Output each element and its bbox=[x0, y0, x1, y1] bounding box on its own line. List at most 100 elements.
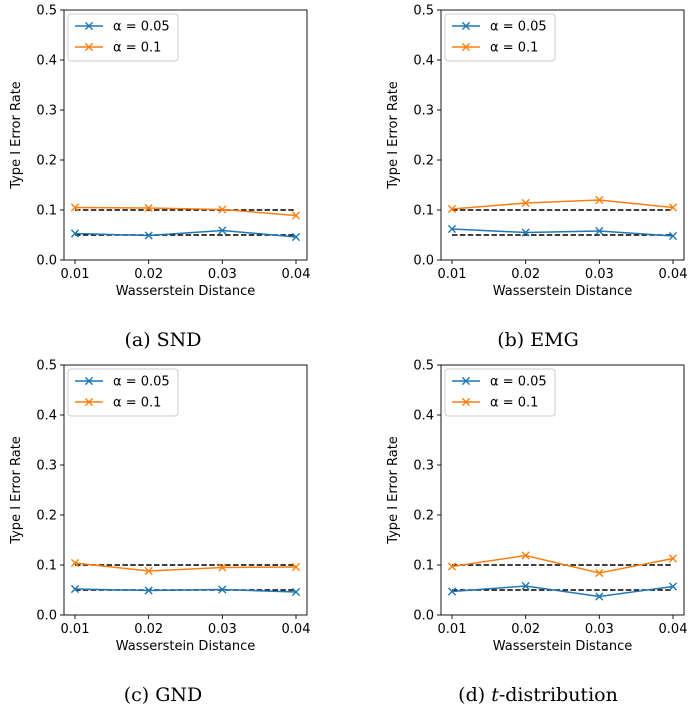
data-point bbox=[447, 562, 457, 571]
y-tick-label: 0.0 bbox=[36, 254, 57, 269]
data-point bbox=[521, 198, 530, 208]
legend-label: α = 0.05 bbox=[490, 20, 547, 35]
legend-label: α = 0.05 bbox=[113, 375, 170, 390]
y-tick-label: 0.5 bbox=[36, 4, 57, 19]
data-point bbox=[218, 226, 227, 235]
y-tick-label: 0.2 bbox=[36, 154, 57, 169]
y-tick-label: 0.0 bbox=[413, 254, 434, 269]
series-line-1 bbox=[74, 206, 297, 217]
x-tick-label: 0.01 bbox=[438, 267, 467, 282]
y-tick-label: 0.5 bbox=[413, 4, 434, 19]
y-tick-label: 0.4 bbox=[36, 54, 57, 69]
plot-frame bbox=[440, 9, 685, 261]
legend: α = 0.05 α = 0.1 bbox=[67, 368, 179, 417]
y-tick-label: 0.3 bbox=[36, 104, 57, 119]
y-tick-label: 0.1 bbox=[36, 204, 57, 219]
legend-label: α = 0.1 bbox=[113, 41, 161, 56]
legend: α = 0.05 α = 0.1 bbox=[67, 13, 179, 62]
x-axis-label: Wasserstein Distance bbox=[493, 639, 633, 654]
legend-label: α = 0.05 bbox=[490, 375, 547, 390]
x-tick-label: 0.01 bbox=[438, 622, 467, 637]
series-line-1 bbox=[451, 554, 674, 574]
series-line-0 bbox=[74, 588, 297, 593]
x-tick-label: 0.03 bbox=[208, 622, 237, 637]
x-tick-label: 0.01 bbox=[61, 267, 90, 282]
x-tick-label: 0.04 bbox=[282, 267, 311, 282]
y-tick-label: 0.0 bbox=[36, 609, 57, 624]
y-tick-label: 0.0 bbox=[413, 609, 434, 624]
series-line-1 bbox=[451, 199, 674, 210]
data-point bbox=[447, 204, 457, 214]
y-tick-label: 0.1 bbox=[413, 204, 434, 219]
data-point bbox=[144, 566, 153, 576]
data-point bbox=[668, 582, 678, 591]
legend-marker bbox=[461, 397, 471, 407]
data-point bbox=[447, 224, 457, 234]
data-point bbox=[668, 554, 678, 563]
x-tick-label: 0.01 bbox=[61, 622, 90, 637]
legend-marker bbox=[461, 21, 471, 31]
y-axis-label: Type I Error Rate bbox=[9, 436, 24, 545]
y-tick-label: 0.2 bbox=[36, 509, 57, 524]
data-point bbox=[144, 203, 153, 213]
data-point bbox=[521, 551, 530, 560]
legend-marker bbox=[461, 42, 471, 52]
y-axis-label: Type I Error Rate bbox=[386, 436, 401, 545]
subplot-0: 0.0 0.1 0.2 0.3 0.4 0.5 0.01 0.02 0.03 0.04 Wasser… bbox=[9, 4, 310, 352]
panel-caption: (b) EMG bbox=[497, 329, 579, 351]
y-tick-label: 0.1 bbox=[36, 559, 57, 574]
legend-marker bbox=[84, 21, 94, 31]
x-tick-label: 0.04 bbox=[282, 622, 311, 637]
data-point bbox=[218, 585, 227, 594]
x-tick-label: 0.02 bbox=[134, 622, 163, 637]
legend-label: α = 0.1 bbox=[490, 41, 538, 56]
x-axis-label: Wasserstein Distance bbox=[116, 639, 256, 654]
data-point bbox=[291, 562, 301, 572]
data-point bbox=[70, 584, 80, 594]
data-point bbox=[291, 211, 301, 220]
plot-frame bbox=[63, 364, 308, 616]
legend-label: α = 0.05 bbox=[113, 20, 170, 35]
y-tick-label: 0.3 bbox=[413, 459, 434, 474]
data-point bbox=[70, 203, 80, 212]
data-point bbox=[291, 587, 301, 597]
data-point bbox=[595, 226, 604, 236]
legend-marker bbox=[84, 376, 94, 386]
y-tick-label: 0.4 bbox=[36, 409, 57, 424]
data-point bbox=[447, 587, 457, 596]
legend-marker bbox=[84, 42, 94, 52]
y-tick-label: 0.4 bbox=[413, 409, 434, 424]
y-axis-label: Type I Error Rate bbox=[386, 81, 401, 190]
data-point bbox=[70, 229, 80, 238]
y-tick-label: 0.1 bbox=[413, 559, 434, 574]
panel-caption: (d) t-distribution bbox=[458, 684, 618, 706]
legend: α = 0.05 α = 0.1 bbox=[444, 13, 556, 62]
x-tick-label: 0.03 bbox=[585, 622, 614, 637]
subplot-3: 0.0 0.1 0.2 0.3 0.4 0.5 0.01 0.02 0.03 0.04 Wasser… bbox=[386, 359, 687, 707]
y-tick-label: 0.4 bbox=[413, 54, 434, 69]
y-tick-label: 0.2 bbox=[413, 509, 434, 524]
panel-caption: (c) GND bbox=[124, 684, 203, 706]
legend: α = 0.05 α = 0.1 bbox=[444, 368, 556, 417]
data-point bbox=[521, 581, 530, 591]
data-point bbox=[70, 558, 80, 568]
series-line-0 bbox=[451, 585, 674, 598]
x-tick-label: 0.02 bbox=[134, 267, 163, 282]
data-point bbox=[144, 586, 153, 595]
y-tick-label: 0.5 bbox=[36, 359, 57, 374]
x-tick-label: 0.02 bbox=[511, 622, 540, 637]
y-tick-label: 0.2 bbox=[413, 154, 434, 169]
x-tick-label: 0.04 bbox=[659, 267, 688, 282]
y-tick-label: 0.3 bbox=[413, 104, 434, 119]
legend-marker bbox=[84, 397, 94, 407]
data-point bbox=[291, 232, 301, 242]
legend-label: α = 0.1 bbox=[490, 396, 538, 411]
series-line-0 bbox=[451, 228, 674, 237]
data-point bbox=[668, 203, 678, 212]
x-axis-label: Wasserstein Distance bbox=[116, 284, 256, 299]
data-point bbox=[668, 231, 678, 241]
x-tick-label: 0.04 bbox=[659, 622, 688, 637]
panel-caption: (a) SND bbox=[124, 329, 201, 351]
data-point bbox=[595, 195, 604, 205]
